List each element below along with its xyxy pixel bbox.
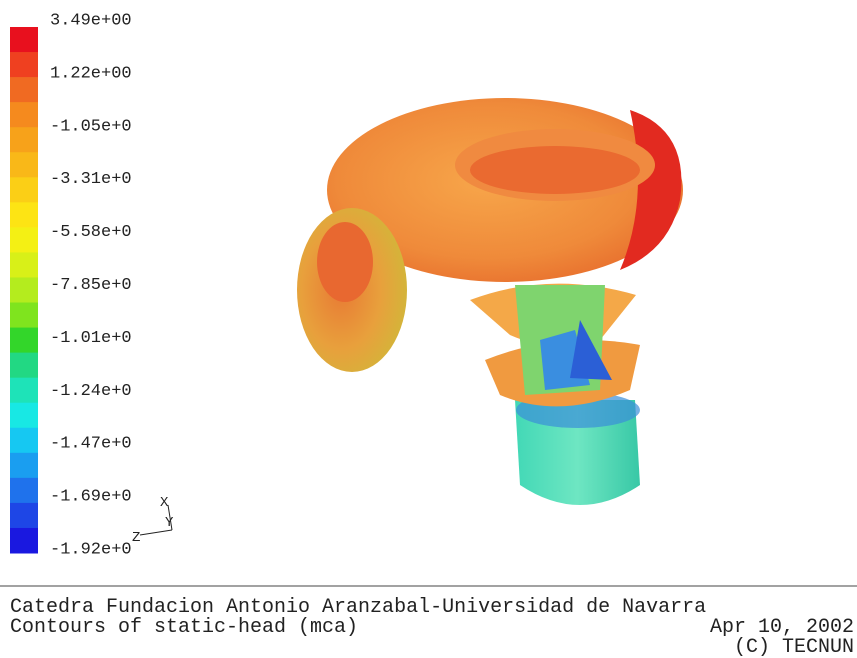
color-swatch	[10, 27, 38, 53]
geometry	[297, 98, 683, 505]
color-swatch	[10, 152, 38, 178]
inlet-opening	[317, 222, 373, 302]
color-swatch	[10, 478, 38, 504]
color-swatch	[10, 528, 38, 554]
colorbar-label: 1.22e+00	[50, 64, 132, 83]
axis-label: Z	[132, 530, 140, 546]
color-swatch	[10, 303, 38, 329]
color-swatch	[10, 378, 38, 404]
colorbar-label: -1.69e+0	[50, 488, 132, 507]
color-swatch	[10, 127, 38, 153]
color-swatch	[10, 277, 38, 303]
axis-label: Y	[165, 515, 174, 531]
color-swatch	[10, 503, 38, 529]
volute-eye-inner	[470, 146, 640, 194]
colorbar-label: -1.05e+0	[50, 117, 132, 136]
colorbar-label: -1.92e+0	[50, 540, 132, 559]
color-swatch	[10, 202, 38, 228]
color-swatch	[10, 102, 38, 128]
colorbar-label: 3.49e+00	[50, 11, 132, 30]
color-swatch	[10, 52, 38, 78]
color-swatch	[10, 252, 38, 278]
color-swatch	[10, 77, 38, 103]
colorbar-label: -1.01e+0	[50, 329, 132, 348]
colorbar-label: -5.58e+0	[50, 223, 132, 242]
page: X Y Z Catedra Fundacion Antonio Aranzaba…	[0, 0, 857, 658]
color-swatch	[10, 328, 38, 354]
color-swatch	[10, 227, 38, 253]
colorbar-label: -7.85e+0	[50, 276, 132, 295]
colorbar-label: -3.31e+0	[50, 170, 132, 189]
colorbar-label: -1.24e+0	[50, 382, 132, 401]
color-swatch	[10, 177, 38, 203]
axis-triad: X Y Z	[132, 495, 174, 546]
footer-text: Contours of static-head (mca)	[10, 616, 358, 639]
viewer: X Y Z Catedra Fundacion Antonio Aranzaba…	[0, 0, 857, 658]
color-swatch	[10, 453, 38, 479]
footer-copyright: (C) TECNUN	[734, 636, 854, 658]
color-swatch	[10, 428, 38, 454]
color-swatch	[10, 353, 38, 379]
axis-label: X	[160, 495, 169, 511]
colorbar-label: -1.47e+0	[50, 435, 132, 454]
color-swatch	[10, 403, 38, 429]
